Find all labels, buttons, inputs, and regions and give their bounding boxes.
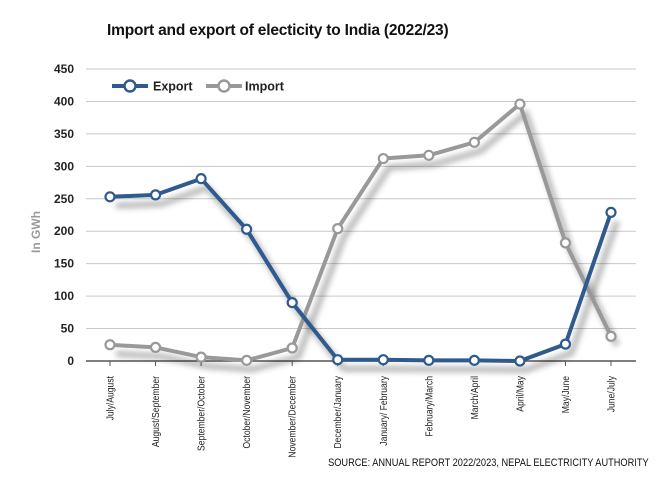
import-point bbox=[468, 136, 480, 148]
x-tick-label: March/April bbox=[469, 376, 480, 419]
y-tick-label: 350 bbox=[54, 127, 74, 141]
y-tick-label: 100 bbox=[54, 289, 74, 303]
import-line-shadow bbox=[115, 110, 620, 373]
export-point bbox=[104, 191, 116, 203]
y-tick-label: 200 bbox=[54, 224, 74, 238]
legend: Export Import bbox=[112, 79, 285, 94]
y-tick-label: 400 bbox=[54, 94, 74, 108]
import-point bbox=[377, 152, 389, 165]
import-point bbox=[423, 149, 435, 161]
source-note: SOURCE: ANNUAL REPORT 2022/2023, NEPAL E… bbox=[328, 457, 649, 469]
export-line-shadow bbox=[115, 184, 620, 373]
export-point bbox=[332, 354, 344, 366]
series-lines bbox=[104, 98, 617, 367]
chart-title: Import and export of electicity to India… bbox=[107, 22, 449, 39]
x-tick-label: February/March bbox=[424, 376, 435, 437]
export-point bbox=[195, 173, 207, 185]
import-line bbox=[109, 102, 613, 363]
y-tick-label: 50 bbox=[61, 322, 75, 336]
export-point bbox=[514, 355, 526, 367]
export-point bbox=[559, 338, 572, 350]
x-tick-label: January/ February bbox=[378, 376, 389, 446]
x-tick-label: April/May bbox=[515, 376, 526, 412]
y-tick-label: 150 bbox=[54, 257, 74, 271]
legend-import-label: Import bbox=[245, 80, 285, 94]
export-point bbox=[286, 297, 298, 309]
export-point bbox=[468, 354, 480, 366]
x-tick-label: September/October bbox=[196, 376, 207, 451]
y-tick-label: 450 bbox=[54, 62, 74, 76]
x-tick-label: December/January bbox=[333, 376, 344, 449]
import-point bbox=[104, 339, 116, 351]
import-point bbox=[332, 223, 344, 235]
import-point bbox=[286, 342, 298, 354]
export-point bbox=[377, 354, 389, 366]
export-point bbox=[605, 206, 617, 219]
x-axis-ticks: July/August August/September September/Oct… bbox=[105, 361, 617, 458]
legend-export-label: Export bbox=[153, 80, 193, 94]
x-tick-label: June/July bbox=[606, 376, 617, 413]
export-point bbox=[241, 223, 253, 235]
export-point bbox=[423, 354, 435, 366]
x-tick-label: August/September bbox=[150, 376, 161, 447]
import-point bbox=[241, 354, 253, 366]
y-axis-ticks: 0 50 100 150 200 250 300 350 400 450 bbox=[54, 62, 74, 368]
import-point bbox=[605, 330, 617, 342]
y-tick-label: 0 bbox=[67, 354, 74, 368]
export-point bbox=[149, 189, 162, 201]
import-point bbox=[195, 351, 207, 363]
x-tick-label: May/June bbox=[560, 376, 571, 413]
x-tick-label: October/November bbox=[242, 376, 253, 449]
import-point bbox=[559, 237, 572, 249]
y-tick-label: 250 bbox=[54, 192, 74, 206]
import-point bbox=[149, 341, 162, 353]
y-tick-label: 300 bbox=[54, 159, 74, 173]
legend-export-marker bbox=[123, 79, 137, 93]
export-line bbox=[109, 176, 613, 363]
y-axis-label: In GWh bbox=[29, 211, 43, 253]
series-shadows bbox=[115, 110, 620, 373]
import-point bbox=[514, 98, 526, 110]
legend-import-marker bbox=[217, 79, 231, 93]
x-tick-label: July/August bbox=[105, 376, 116, 421]
x-tick-label: November/December bbox=[287, 376, 298, 458]
